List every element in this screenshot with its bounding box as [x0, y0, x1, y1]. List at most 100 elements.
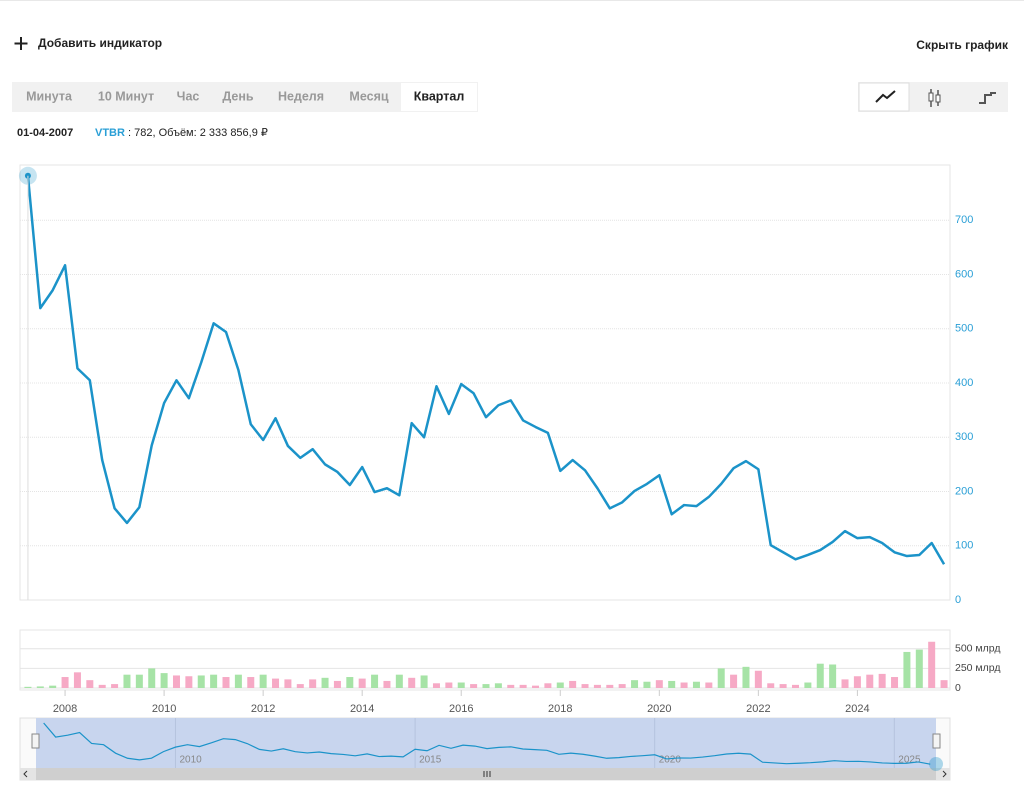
- candle-mode-button[interactable]: [926, 89, 941, 107]
- volume-bar: [445, 682, 453, 688]
- tab[interactable]: 10 Минут: [98, 89, 154, 103]
- navigator-line: [43, 722, 931, 765]
- volume-bar: [482, 684, 490, 688]
- hide-chart-button[interactable]: Скрыть график: [916, 38, 1009, 52]
- y-tick-label: 600: [955, 268, 973, 280]
- volume-bar: [197, 675, 205, 688]
- x-tick-label: 2014: [350, 703, 374, 715]
- x-tick-label: 2022: [746, 703, 770, 715]
- volume-bar: [581, 684, 589, 688]
- volume-bar: [643, 681, 651, 688]
- candle-body: [935, 94, 941, 103]
- tab-bar: [12, 82, 478, 112]
- volume-bar: [940, 680, 948, 688]
- y-tick-label: 200: [955, 485, 973, 497]
- info-date: 01-04-2007: [17, 127, 73, 139]
- volume-bar: [618, 684, 626, 688]
- scrollbar-thumb[interactable]: [36, 768, 936, 780]
- volume-bar: [148, 668, 156, 688]
- volume-bar: [36, 686, 44, 688]
- step-mode-button[interactable]: [979, 92, 996, 104]
- volume-bar: [853, 676, 861, 688]
- volume-bar: [730, 674, 738, 688]
- volume-bar: [135, 674, 143, 688]
- tab[interactable]: Месяц: [349, 89, 388, 103]
- volume-bar: [321, 677, 329, 688]
- volume-bar: [383, 680, 391, 688]
- volume-bar: [160, 673, 168, 688]
- volume-bar: [631, 680, 639, 688]
- volume-bar: [532, 685, 540, 688]
- volume-bar: [371, 674, 379, 688]
- tab[interactable]: Минута: [26, 89, 73, 103]
- volume-bar: [903, 651, 911, 688]
- volume-bar: [185, 676, 193, 688]
- volume-bar: [556, 682, 564, 688]
- scroll-arrows[interactable]: [23, 770, 947, 778]
- navigator-tick-label: 2015: [419, 755, 442, 766]
- scroll-grip: [483, 771, 491, 777]
- tab[interactable]: Неделя: [278, 89, 324, 103]
- volume-bar: [61, 677, 69, 688]
- volume-bar: [86, 680, 94, 688]
- volume-bar: [668, 680, 676, 688]
- volume-bar: [284, 679, 292, 688]
- volume-bar: [544, 683, 552, 688]
- x-tick-label: 2016: [449, 703, 473, 715]
- tab[interactable]: Квартал: [414, 89, 465, 103]
- line-mode-button[interactable]: [858, 82, 910, 112]
- x-tick-label: 2010: [152, 703, 176, 715]
- navigator-handle-left[interactable]: [31, 733, 40, 749]
- volume-bar: [234, 674, 242, 688]
- volume-bar: [210, 674, 218, 688]
- volume-bar: [804, 682, 812, 688]
- plus-icon: [14, 37, 28, 50]
- volume-bar: [692, 681, 700, 688]
- volume-bar: [829, 664, 837, 688]
- navigator-selection[interactable]: [36, 718, 936, 768]
- volume-bar: [507, 684, 515, 688]
- volume-bar: [742, 666, 750, 688]
- candle-body: [928, 92, 934, 102]
- tab[interactable]: День: [222, 89, 254, 103]
- y-tick-label: 500: [955, 323, 973, 335]
- volume-bar: [259, 674, 267, 688]
- volume-bar: [420, 675, 428, 688]
- tab[interactable]: Час: [177, 89, 200, 103]
- x-tick-label: 2008: [53, 703, 77, 715]
- volume-bar: [717, 668, 725, 688]
- navigator-tick-label: 2025: [898, 755, 921, 766]
- volume-bar: [705, 682, 713, 688]
- navigator-handle-right[interactable]: [932, 733, 941, 749]
- tab-active-bg: [401, 83, 477, 111]
- volume-bar: [98, 684, 106, 688]
- add-indicator-button[interactable]: Добавить индикатор: [14, 36, 163, 50]
- volume-bar: [395, 674, 403, 688]
- price-line: [26, 175, 946, 565]
- volume-bar: [754, 670, 762, 688]
- volume-bar: [791, 684, 799, 688]
- x-tick-label: 2020: [647, 703, 671, 715]
- volume-bar: [333, 680, 341, 688]
- volume-frame: [19, 629, 951, 691]
- volume-bar: [123, 674, 131, 688]
- volume-bar: [519, 684, 527, 688]
- navigator-handle-knob[interactable]: [929, 757, 943, 771]
- volume-bar: [296, 684, 304, 688]
- volume-bar: [432, 683, 440, 688]
- volume-bar: [866, 674, 874, 688]
- volume-bar: [606, 684, 614, 688]
- navigator-tick-label: 2010: [179, 755, 202, 766]
- y-tick-label: 100: [955, 540, 973, 552]
- volume-bar: [272, 678, 280, 688]
- volume-bar: [779, 684, 787, 688]
- volume-bar: [172, 675, 180, 688]
- x-tick-label: 2024: [845, 703, 869, 715]
- volume-bar: [915, 649, 923, 688]
- volume-bar: [346, 677, 354, 688]
- volume-bar: [816, 663, 824, 688]
- navigator-tick-label: 2020: [659, 755, 682, 766]
- y-tick-label: 300: [955, 431, 973, 443]
- volume-bar: [309, 679, 317, 688]
- volume-bar: [457, 682, 465, 688]
